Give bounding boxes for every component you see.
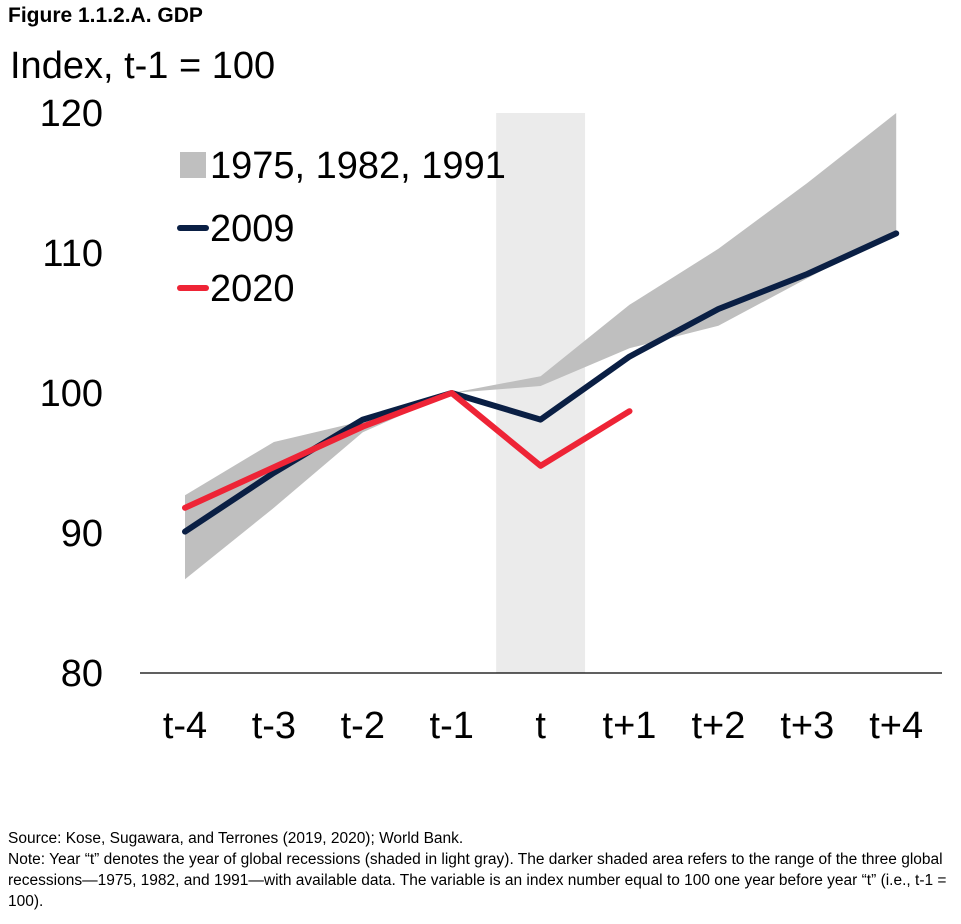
legend-label: 1975, 1982, 1991 <box>210 145 506 187</box>
x-tick-label: t+1 <box>603 705 657 747</box>
chart-footer: Source: Kose, Sugawara, and Terrones (20… <box>8 828 953 912</box>
x-tick-label: t-3 <box>252 705 296 747</box>
y-tick-label: 120 <box>40 93 103 135</box>
series-line-2020 <box>182 390 633 511</box>
recession-shading <box>496 113 586 673</box>
y-tick-label: 110 <box>42 233 103 275</box>
gdp-line-chart: Index, t-1 = 100 80 90 100 110 120 t-4 t-3 t-2 t… <box>10 45 942 747</box>
y-axis-label: Index, t-1 = 100 <box>10 45 275 87</box>
x-tick-label: t-2 <box>341 705 385 747</box>
legend-label: 2009 <box>210 208 295 250</box>
x-tick-label: t-4 <box>163 705 207 747</box>
x-tick-label: t-1 <box>430 705 474 747</box>
x-tick-label: t <box>535 705 546 747</box>
x-tick-label: t+3 <box>780 705 834 747</box>
y-tick-label: 90 <box>61 513 103 555</box>
legend-swatch-band <box>180 152 206 178</box>
source-note: Source: Kose, Sugawara, and Terrones (20… <box>8 830 464 847</box>
y-tick-label: 80 <box>61 653 103 695</box>
x-tick-label: t+2 <box>691 705 745 747</box>
figure-title: Figure 1.1.2.A. GDP <box>8 4 203 27</box>
explanatory-note: Note: Year “t” denotes the year of globa… <box>8 851 947 910</box>
x-tick-label: t+4 <box>869 705 923 747</box>
y-tick-label: 100 <box>40 373 103 415</box>
legend-label: 2020 <box>210 268 295 310</box>
